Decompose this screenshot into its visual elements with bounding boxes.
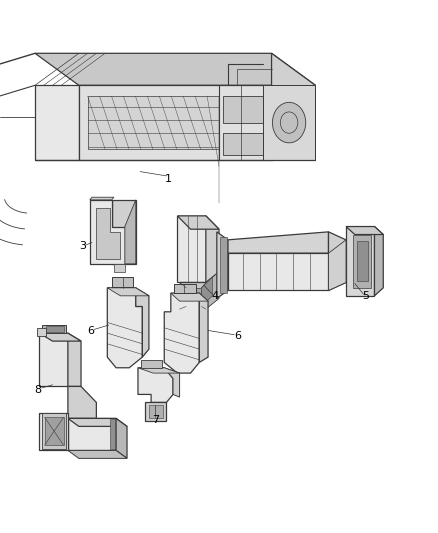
Polygon shape: [138, 368, 173, 402]
Polygon shape: [35, 85, 79, 160]
Polygon shape: [220, 237, 227, 293]
Polygon shape: [374, 227, 383, 296]
Polygon shape: [90, 200, 125, 264]
Polygon shape: [201, 277, 212, 306]
Polygon shape: [217, 232, 228, 298]
Polygon shape: [68, 450, 127, 458]
Polygon shape: [112, 200, 136, 264]
Polygon shape: [164, 368, 180, 397]
Polygon shape: [39, 413, 68, 450]
Polygon shape: [177, 216, 206, 282]
Polygon shape: [171, 293, 208, 301]
Polygon shape: [177, 216, 219, 229]
Polygon shape: [42, 325, 66, 333]
Text: 4: 4: [211, 292, 218, 301]
Polygon shape: [90, 197, 114, 200]
Text: 7: 7: [152, 415, 159, 425]
Polygon shape: [88, 96, 219, 149]
Polygon shape: [228, 253, 328, 290]
Polygon shape: [68, 418, 116, 450]
Polygon shape: [114, 264, 125, 272]
Polygon shape: [112, 277, 133, 287]
Polygon shape: [79, 85, 272, 160]
Text: 1: 1: [165, 174, 172, 183]
Polygon shape: [68, 418, 127, 426]
Polygon shape: [116, 418, 127, 458]
Polygon shape: [174, 284, 196, 293]
Polygon shape: [37, 328, 46, 336]
Polygon shape: [206, 216, 219, 282]
Polygon shape: [136, 288, 149, 357]
Polygon shape: [206, 272, 219, 309]
Polygon shape: [228, 232, 328, 253]
Circle shape: [272, 102, 306, 143]
Text: 6: 6: [234, 332, 241, 341]
Polygon shape: [180, 282, 206, 309]
Polygon shape: [199, 293, 208, 362]
Text: 6: 6: [88, 326, 95, 336]
Polygon shape: [107, 288, 142, 368]
Text: 8: 8: [35, 385, 42, 395]
Polygon shape: [164, 293, 199, 373]
Polygon shape: [353, 235, 371, 288]
Polygon shape: [186, 288, 201, 306]
Polygon shape: [328, 240, 346, 290]
Polygon shape: [223, 133, 263, 155]
Polygon shape: [107, 288, 149, 296]
Polygon shape: [46, 326, 64, 332]
Polygon shape: [145, 402, 166, 421]
Polygon shape: [272, 53, 315, 160]
Text: 3: 3: [79, 241, 86, 251]
Polygon shape: [346, 227, 374, 296]
Text: 5: 5: [363, 292, 370, 301]
Polygon shape: [45, 417, 64, 445]
Polygon shape: [42, 413, 66, 449]
Polygon shape: [110, 419, 115, 449]
Polygon shape: [35, 53, 315, 85]
Polygon shape: [263, 85, 315, 160]
Polygon shape: [141, 360, 162, 368]
Polygon shape: [96, 208, 120, 259]
Polygon shape: [68, 333, 81, 386]
Polygon shape: [357, 241, 368, 281]
Polygon shape: [149, 405, 163, 418]
Polygon shape: [39, 333, 81, 341]
Polygon shape: [68, 386, 96, 418]
Polygon shape: [346, 227, 383, 235]
Polygon shape: [328, 232, 346, 290]
Polygon shape: [138, 368, 180, 373]
Polygon shape: [223, 96, 263, 123]
Polygon shape: [125, 200, 136, 264]
Polygon shape: [39, 333, 68, 386]
